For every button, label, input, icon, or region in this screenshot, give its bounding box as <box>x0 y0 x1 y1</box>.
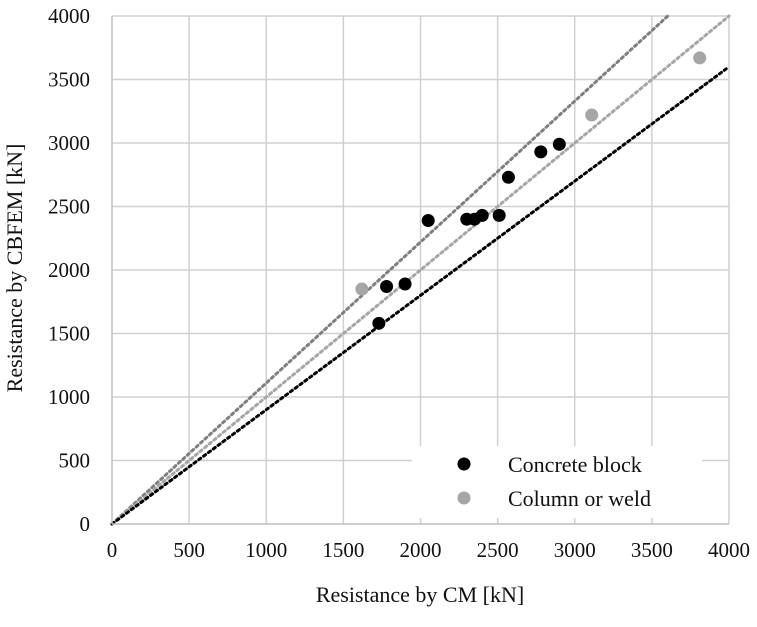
legend: Concrete block Column or weld <box>457 452 651 511</box>
legend-marker-concrete-block <box>457 457 471 471</box>
reference-line-1 <box>110 14 731 526</box>
x-tick-label: 3000 <box>554 538 596 562</box>
y-tick-label: 1500 <box>48 322 90 346</box>
concrete-block-point <box>380 280 394 294</box>
y-tick-label: 2000 <box>48 258 90 282</box>
concrete-block-point <box>492 208 506 222</box>
concrete-block-point <box>421 213 435 227</box>
concrete-block-point <box>475 208 489 222</box>
column-or-weld-point <box>693 51 707 65</box>
x-tick-label: 2000 <box>400 538 442 562</box>
x-tick-label: 1500 <box>322 538 364 562</box>
concrete-block-point <box>501 170 515 184</box>
legend-marker-column-or-weld <box>457 491 471 505</box>
axes <box>111 16 729 525</box>
column-or-weld-point <box>355 282 369 296</box>
y-tick-label: 3000 <box>48 131 90 155</box>
reference-line-0 <box>110 14 670 526</box>
x-tick-label: 4000 <box>708 538 750 562</box>
concrete-block-point <box>398 277 412 291</box>
y-tick-label: 0 <box>80 512 91 536</box>
data-points <box>355 51 707 330</box>
x-axis-title: Resistance by CM [kN] <box>316 582 524 607</box>
y-tick-label: 500 <box>59 449 91 473</box>
reference-line-2 <box>110 65 731 526</box>
x-tick-label: 3500 <box>631 538 673 562</box>
y-tick-label: 4000 <box>48 4 90 28</box>
legend-label-concrete-block: Concrete block <box>508 452 642 477</box>
y-tick-label: 2500 <box>48 195 90 219</box>
y-tick-label: 3500 <box>48 68 90 92</box>
concrete-block-point <box>372 316 386 330</box>
legend-background <box>412 446 702 518</box>
x-tick-label: 2500 <box>477 538 519 562</box>
tick-labels: 0 500 1000 1500 2000 2500 3000 3500 4000 0 500 1000… <box>48 4 750 562</box>
x-tick-label: 1000 <box>245 538 287 562</box>
legend-label-column-or-weld: Column or weld <box>508 486 651 511</box>
column-or-weld-point <box>585 108 599 122</box>
x-tick-label: 0 <box>107 538 118 562</box>
y-axis-title: Resistance by CBFEM [kN] <box>2 144 27 393</box>
concrete-block-point <box>534 145 548 159</box>
y-tick-label: 1000 <box>48 385 90 409</box>
reference-lines <box>110 14 731 526</box>
concrete-block-point <box>552 137 566 151</box>
x-tick-label: 500 <box>173 538 205 562</box>
